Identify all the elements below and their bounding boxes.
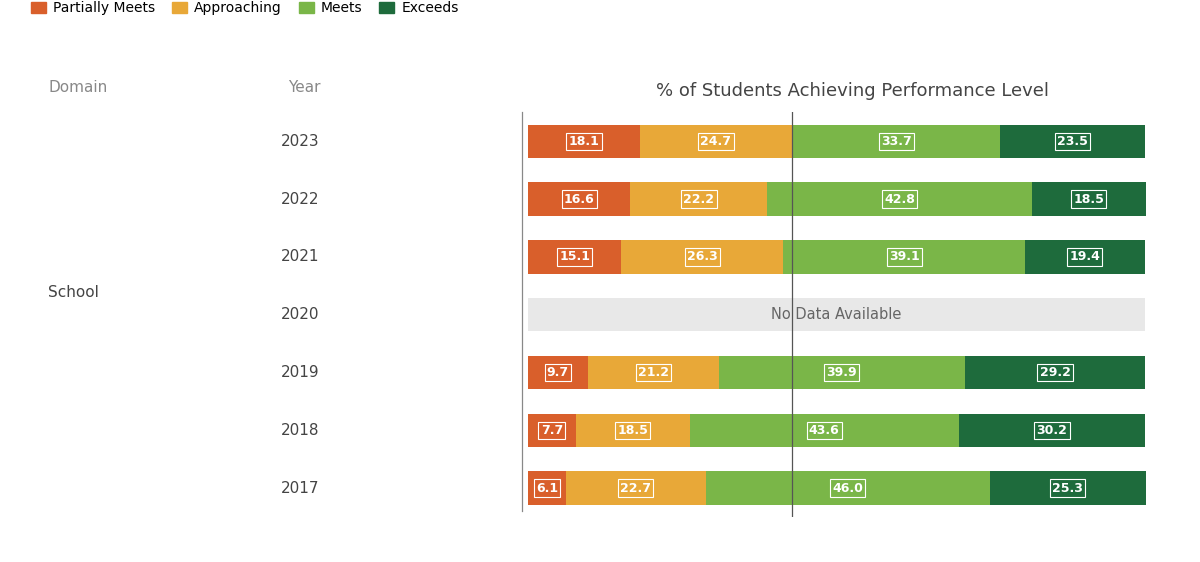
Bar xyxy=(1032,182,1146,216)
Bar xyxy=(1025,240,1145,274)
Text: 16.6: 16.6 xyxy=(564,193,594,206)
Text: School: School xyxy=(48,285,98,300)
Text: 19.4: 19.4 xyxy=(1069,251,1100,264)
Text: 2019: 2019 xyxy=(281,365,319,380)
Bar xyxy=(576,414,690,447)
Text: 42.8: 42.8 xyxy=(884,193,914,206)
Text: 6.1: 6.1 xyxy=(535,482,558,495)
Bar xyxy=(784,240,1025,274)
Text: 2020: 2020 xyxy=(281,307,319,322)
Text: 7.7: 7.7 xyxy=(541,424,563,437)
Text: 2023: 2023 xyxy=(281,134,319,149)
Text: 2021: 2021 xyxy=(281,250,319,264)
Bar xyxy=(528,298,1145,332)
Bar xyxy=(792,125,1000,158)
Text: 18.5: 18.5 xyxy=(1073,193,1104,206)
Text: 30.2: 30.2 xyxy=(1037,424,1067,437)
Text: 39.1: 39.1 xyxy=(889,251,919,264)
Bar xyxy=(630,182,768,216)
Text: 21.2: 21.2 xyxy=(637,366,668,379)
Legend: Partially Meets, Approaching, Meets, Exceeds: Partially Meets, Approaching, Meets, Exc… xyxy=(31,1,458,15)
Text: 26.3: 26.3 xyxy=(686,251,718,264)
Text: 33.7: 33.7 xyxy=(881,135,912,148)
Bar xyxy=(565,472,706,505)
Title: % of Students Achieving Performance Level: % of Students Achieving Performance Leve… xyxy=(655,81,1049,99)
Text: 2022: 2022 xyxy=(281,192,319,207)
Text: Year: Year xyxy=(288,80,320,94)
Text: 2017: 2017 xyxy=(281,481,319,496)
Text: 23.5: 23.5 xyxy=(1057,135,1088,148)
Bar xyxy=(990,472,1146,505)
Bar xyxy=(768,182,1032,216)
Bar xyxy=(640,125,792,158)
Text: 29.2: 29.2 xyxy=(1039,366,1070,379)
Bar xyxy=(965,356,1145,389)
Text: 18.5: 18.5 xyxy=(617,424,648,437)
Text: 22.7: 22.7 xyxy=(620,482,652,495)
Text: Domain: Domain xyxy=(48,80,107,94)
Bar xyxy=(622,240,784,274)
Bar xyxy=(706,472,990,505)
Text: 2018: 2018 xyxy=(281,423,319,438)
Bar xyxy=(528,472,565,505)
Text: 22.2: 22.2 xyxy=(684,193,714,206)
Text: 15.1: 15.1 xyxy=(559,251,590,264)
Bar xyxy=(528,182,630,216)
Text: 25.3: 25.3 xyxy=(1052,482,1084,495)
Bar xyxy=(719,356,965,389)
Bar xyxy=(528,414,576,447)
Bar xyxy=(528,125,640,158)
Text: 9.7: 9.7 xyxy=(547,366,569,379)
Bar xyxy=(528,356,588,389)
Text: 46.0: 46.0 xyxy=(833,482,863,495)
Bar xyxy=(588,356,719,389)
Bar xyxy=(1000,125,1145,158)
Text: 39.9: 39.9 xyxy=(827,366,857,379)
Bar xyxy=(690,414,959,447)
Text: 18.1: 18.1 xyxy=(569,135,599,148)
Text: No Data Available: No Data Available xyxy=(772,307,901,322)
Bar xyxy=(959,414,1145,447)
Text: 24.7: 24.7 xyxy=(701,135,732,148)
Text: 43.6: 43.6 xyxy=(809,424,840,437)
Bar xyxy=(528,240,622,274)
